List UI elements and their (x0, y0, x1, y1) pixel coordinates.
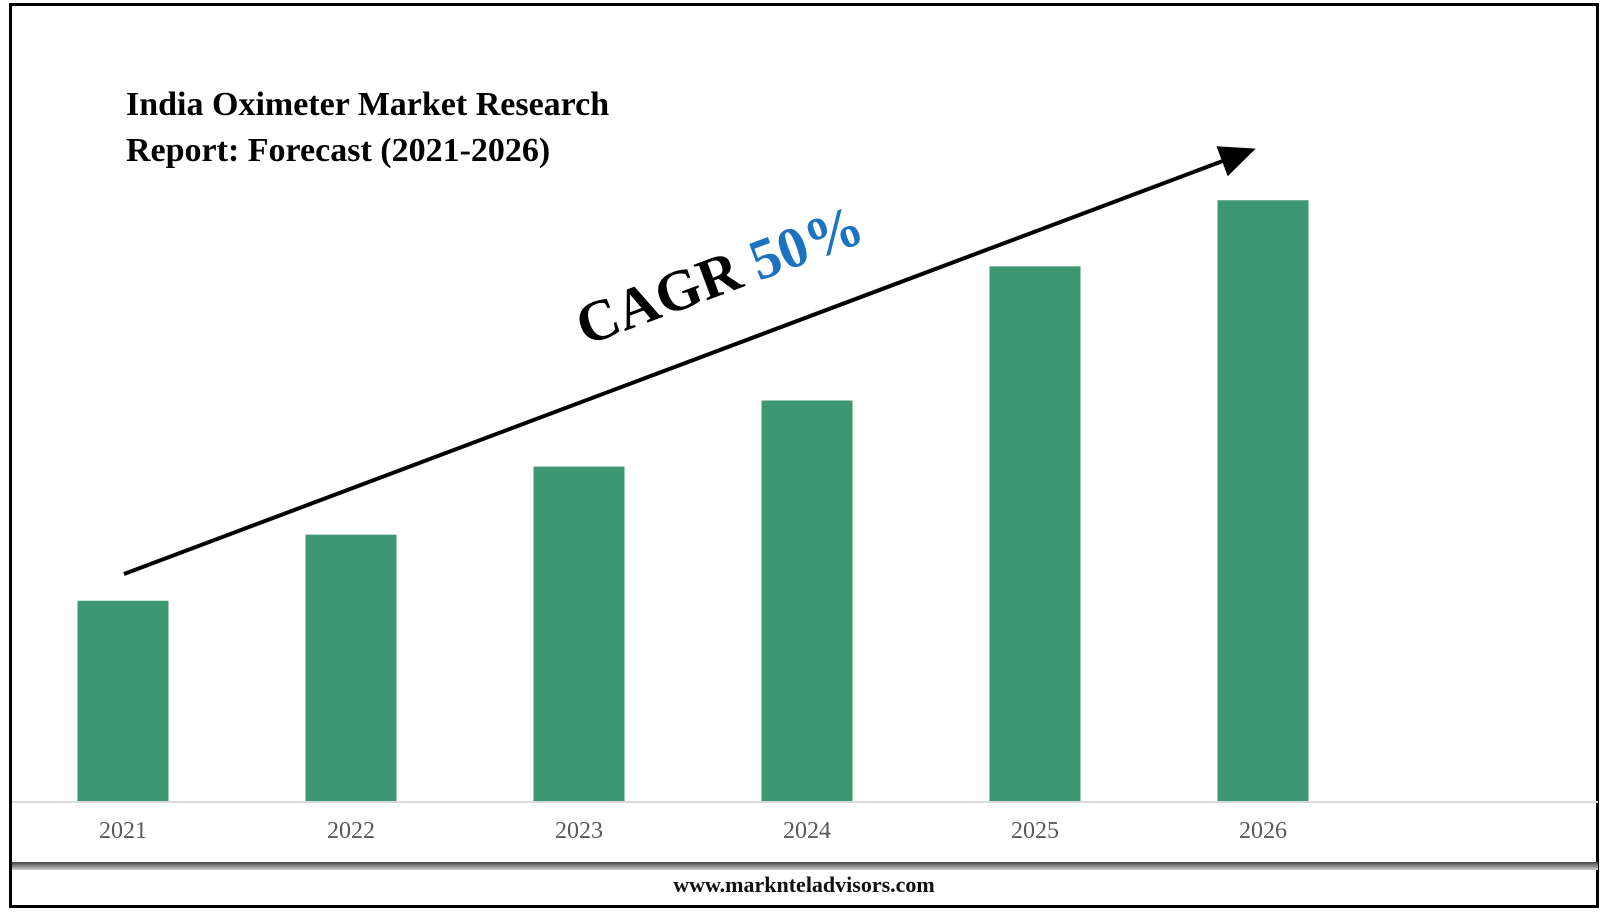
footer-divider (12, 862, 1598, 870)
chart-frame (9, 3, 1599, 908)
footer-website: www.marknteladvisors.com (673, 872, 935, 897)
trend-arrow (123, 146, 1256, 576)
title-line-2: Report: Forecast (2021-2026) (126, 132, 551, 169)
bar-2026 (1217, 200, 1309, 801)
title-line-1: India Oximeter Market Research (126, 86, 610, 123)
bar-2024 (761, 400, 853, 801)
chart-title: India Oximeter Market Research Report: F… (126, 82, 746, 174)
x-tick-label-2023: 2023 (555, 818, 603, 844)
bar-2025 (989, 266, 1081, 801)
bar-2023 (533, 466, 625, 801)
x-tick-label-2024: 2024 (783, 818, 831, 844)
x-tick-label-2022: 2022 (327, 818, 375, 844)
x-tick-label-2025: 2025 (1011, 818, 1059, 844)
bar-2021 (77, 600, 169, 801)
x-tick-label-2021: 2021 (99, 818, 147, 844)
x-tick-label-2026: 2026 (1239, 818, 1287, 844)
bar-2022 (305, 534, 397, 801)
